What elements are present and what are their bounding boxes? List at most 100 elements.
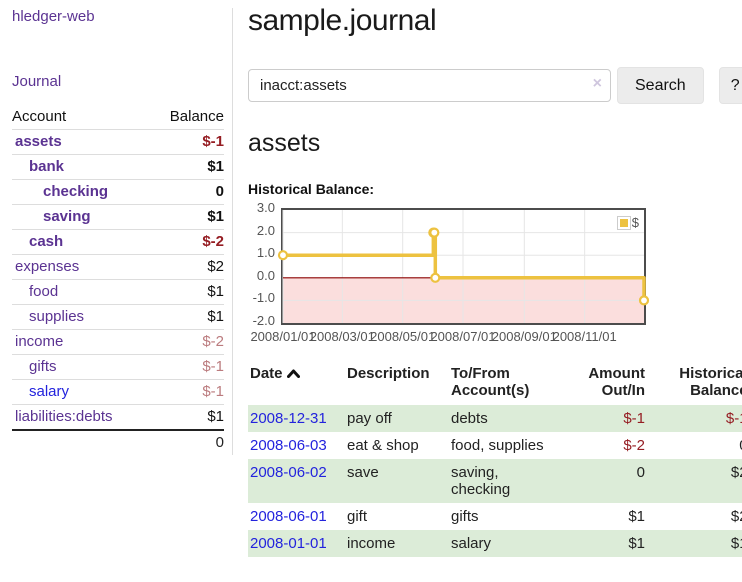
x-tick-label: 2008/05/01 [370,329,436,344]
sidebar-item-journal[interactable]: Journal [12,73,62,90]
main-content: sample.journal × Search ? assets Histori… [233,0,742,557]
account-row-expenses: expenses $2 [12,254,224,280]
account-link-supplies[interactable]: supplies [29,308,85,325]
y-tick-label: 1.0 [256,245,275,261]
col-date[interactable]: Date [248,363,345,405]
account-link-checking[interactable]: checking [43,183,109,200]
transaction-amount: $-2 [623,437,645,454]
col-accounts: To/From Account(s) [451,365,530,399]
brand-link[interactable]: hledger-web [12,8,95,25]
accounts-col-balance: Balance [149,105,224,130]
accounts-total-value: 0 [149,429,224,455]
col-description: Description [347,365,430,382]
account-link-gifts[interactable]: gifts [29,358,57,375]
transaction-amount: $1 [561,530,649,557]
transaction-description: gift [347,508,368,525]
transaction-amount: $1 [628,508,645,525]
account-link-salary[interactable]: salary [29,383,70,400]
search-input[interactable] [248,69,611,102]
account-row-bank: bank $1 [12,154,224,180]
accounts-total-row: 0 [12,429,224,455]
register-row: 2008-06-02 save saving, checking 0 $2 [248,459,742,503]
register-row: 2008-01-01 income salary $1 $1 [248,530,742,557]
sort-asc-icon [286,369,300,378]
transaction-date-link[interactable]: 2008-06-03 [250,437,327,454]
transaction-accounts: debts [449,405,561,432]
transaction-balance: $1 [649,530,742,557]
transaction-date-link[interactable]: 2008-01-01 [250,535,327,552]
account-link-cash[interactable]: cash [29,233,64,250]
chart-plot: $ [277,208,650,325]
clear-search-icon[interactable]: × [592,75,602,92]
account-row-food: food $1 [12,279,224,305]
chart-x-axis: 2008/01/01 2008/03/01 2008/05/01 2008/07/01… [250,329,644,345]
account-balance: $-2 [149,329,224,355]
account-link-liabilities-debts[interactable]: liabilities:debts [15,408,113,425]
transaction-date-link[interactable]: 2008-06-01 [250,508,327,525]
account-balance: 0 [149,179,224,205]
transaction-balance: $-1 [649,405,742,432]
account-row-income: income $-2 [12,329,224,355]
historical-balance-chart: 3.0 2.0 1.0 0.0 -1.0 -2.0 $ 2008/01/01 2008/03… [248,200,650,346]
transaction-description: income [345,530,449,557]
page-title: sample.journal [248,4,437,37]
accounts-col-account: Account [12,105,150,130]
legend-label: $ [631,215,639,230]
help-button[interactable]: ? [718,67,742,104]
account-balance: $-2 [149,229,224,255]
x-tick-label: 2008/07/01 [430,329,496,344]
account-row-assets: assets $-1 [12,129,224,155]
chart-legend: $ [616,215,639,230]
y-tick-label: 3.0 [256,200,275,215]
chart-plot-svg [277,210,650,323]
account-page-title: assets [248,129,321,157]
chart-heading: Historical Balance: [248,181,375,197]
y-tick-label: 0.0 [256,267,275,283]
register-table: Date Description To/From Account(s) Amou… [248,363,742,557]
search-button[interactable]: Search [617,67,704,104]
y-tick-label: -2.0 [252,313,275,328]
account-balance: $1 [149,304,224,330]
account-row-saving: saving $1 [12,204,224,230]
account-balance: $-1 [149,379,224,405]
account-link-expenses[interactable]: expenses [15,258,80,275]
account-row-liabilities-debts: liabilities:debts $1 [12,404,224,431]
transaction-date-link[interactable]: 2008-06-02 [250,464,327,481]
transaction-description: save [345,459,449,503]
account-link-bank[interactable]: bank [29,158,65,175]
col-amount: Amount Out/In [588,365,645,399]
legend-swatch-icon [616,215,631,230]
account-link-assets[interactable]: assets [15,133,62,150]
transaction-accounts: food, supplies [451,437,544,454]
account-link-income[interactable]: income [15,333,64,350]
account-row-salary: salary $-1 [12,379,224,405]
sidebar: hledger-web Journal Account Balance asse… [0,0,233,557]
account-row-gifts: gifts $-1 [12,354,224,380]
y-tick-label: 2.0 [256,222,275,238]
account-link-saving[interactable]: saving [43,208,91,225]
register-header-row: Date Description To/From Account(s) Amou… [248,363,742,405]
chart-y-axis: 3.0 2.0 1.0 0.0 -1.0 -2.0 [248,200,277,328]
transaction-date-link[interactable]: 2008-12-31 [250,410,327,427]
account-balance: $-1 [149,354,224,380]
transaction-amount: 0 [561,459,649,503]
sidebar-inner: hledger-web Journal Account Balance asse… [12,8,233,455]
x-tick-label: 2008/11/01 [552,329,617,344]
transaction-balance: $2 [649,459,742,503]
transaction-accounts: gifts [451,508,479,525]
x-tick-label: 2008/03/01 [309,329,375,344]
transaction-accounts: salary [449,530,561,557]
transaction-description: pay off [345,405,449,432]
transaction-accounts: saving, checking [449,459,561,503]
transaction-amount: $-1 [561,405,649,432]
search-form: × Search ? [248,67,742,104]
account-row-supplies: supplies $1 [12,304,224,330]
account-balance: $-1 [149,129,224,155]
col-balance: Historical Balance [679,365,742,399]
account-balance: $1 [149,204,224,230]
account-link-food[interactable]: food [29,283,59,300]
x-tick-label: 2008/01/01 [250,329,316,344]
accounts-header-row: Account Balance [12,105,224,130]
account-row-cash: cash $-2 [12,229,224,255]
account-row-checking: checking 0 [12,179,224,205]
